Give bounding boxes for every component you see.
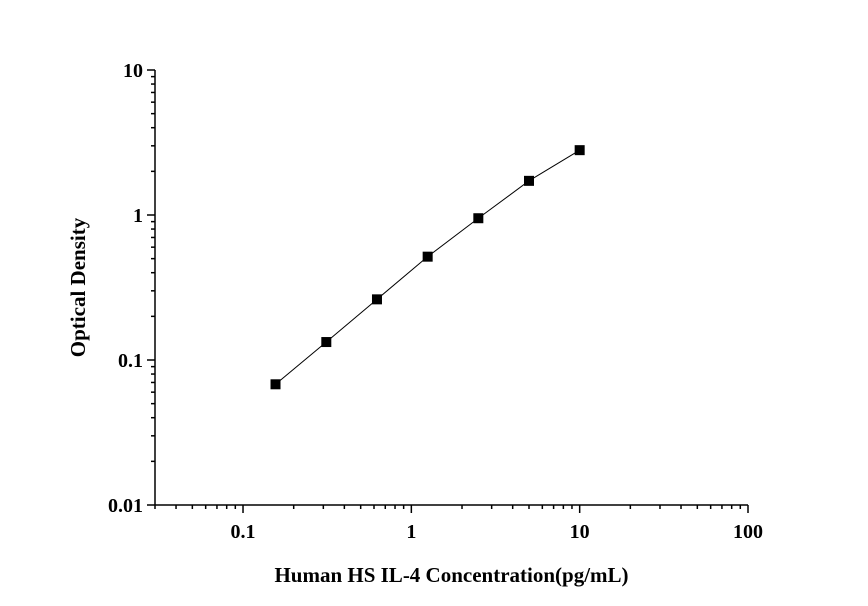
x-tick-label: 0.1	[231, 521, 256, 543]
x-ticks: 0.1 1 10 100	[154, 505, 763, 543]
y-tick-label: 1	[133, 205, 143, 227]
y-tick-label: 0.1	[118, 350, 143, 372]
x-tick-label: 10	[570, 521, 590, 543]
series-line	[275, 149, 580, 385]
x-axis-title: Human HS IL-4 Concentration(pg/mL)	[274, 563, 628, 587]
y-ticks: 0.01 0.1 1 10	[108, 60, 155, 517]
x-tick-label: 100	[733, 521, 763, 543]
data-point	[524, 175, 534, 186]
axes	[154, 70, 748, 506]
y-tick-label: 0.01	[108, 495, 143, 517]
data-point	[422, 251, 433, 262]
data-point	[321, 337, 332, 348]
data-point	[473, 213, 484, 224]
y-tick-label: 10	[123, 60, 143, 82]
data-points	[270, 145, 585, 390]
x-tick-label: 1	[406, 521, 416, 543]
data-point	[270, 379, 281, 390]
data-point	[574, 145, 585, 156]
y-axis-title: Optical Density	[66, 217, 90, 357]
data-point	[371, 294, 382, 305]
